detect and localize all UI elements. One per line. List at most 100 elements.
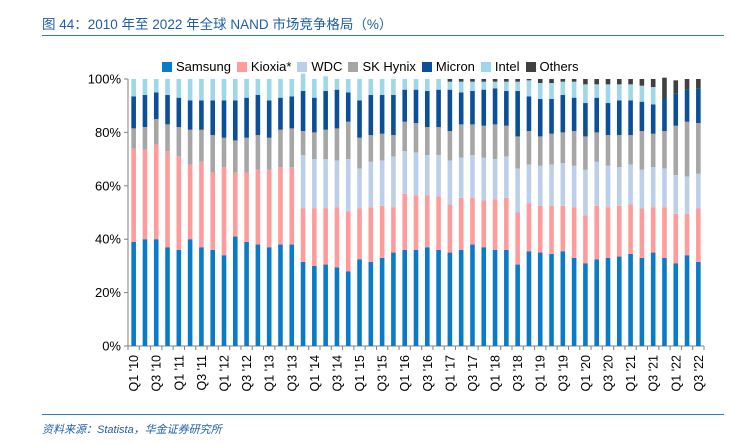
x-tick-label: Q1 '20 [579, 355, 593, 391]
bar-segment-samsung [255, 244, 261, 346]
bar-segment-sk-hynix [255, 135, 261, 170]
bar-segment-samsung [368, 261, 374, 346]
bar-segment-samsung [537, 252, 543, 346]
bar-segment-intel [153, 79, 159, 93]
bar-segment-sk-hynix [357, 137, 362, 169]
bar-segment-others [673, 80, 679, 94]
legend-item: Kioxia* [236, 59, 291, 74]
bar-segment-kioxia [605, 207, 611, 258]
bar-segment-others [696, 79, 701, 89]
bar-segment-micron [616, 100, 622, 136]
bar-segment-wdc [345, 159, 351, 212]
bar-segment-samsung [616, 256, 622, 346]
bar-segment-intel [458, 81, 464, 93]
bar-segment-kioxia [289, 167, 295, 245]
bar-segment-others [650, 79, 656, 88]
bar-segment-micron [199, 100, 204, 130]
bar-segment-sk-hynix [616, 135, 622, 168]
bar-segment-sk-hynix [232, 140, 238, 173]
bar-segment-micron [650, 104, 656, 134]
bar-segment-micron [357, 100, 362, 138]
bar-segment-micron [662, 99, 667, 132]
bar-segment-samsung [278, 244, 283, 346]
bar-segment-samsung [199, 247, 204, 346]
bar-segment-wdc [515, 168, 520, 213]
x-tick-label: Q1 '13 [263, 355, 277, 391]
bar-segment-samsung [436, 249, 441, 346]
bar-segment-samsung [312, 265, 317, 346]
bar-segment-sk-hynix [368, 135, 374, 162]
x-tick-label: Q3 '18 [511, 355, 525, 391]
bar-segment-kioxia [176, 156, 182, 250]
bar-segment-sk-hynix [696, 123, 701, 174]
x-tick-label: Q3 '21 [647, 355, 661, 391]
bar-segment-micron [176, 97, 182, 128]
bar-segment-wdc [662, 168, 667, 208]
x-tick-label: Q3 '15 [376, 355, 390, 391]
legend-item: Intel [480, 59, 520, 74]
bar-segment-samsung [266, 247, 272, 346]
bar-segment-samsung [402, 249, 408, 346]
y-tick-label: 60% [95, 178, 121, 193]
bar-segment-kioxia [368, 207, 374, 262]
bar-segment-samsung [424, 247, 430, 346]
x-tick-label: Q1 '17 [443, 355, 457, 391]
bar-segment-samsung [696, 261, 701, 346]
x-tick-label: Q3 '12 [240, 355, 254, 391]
bar-segment-kioxia [312, 208, 317, 266]
bar-segment-intel [447, 81, 453, 90]
bar-segment-others [526, 79, 532, 81]
bar-segment-sk-hynix [537, 136, 543, 166]
bar-segment-intel [323, 76, 328, 92]
bar-segment-kioxia [334, 207, 340, 268]
x-tick-label: Q3 '16 [421, 355, 435, 391]
bar-segment-kioxia [515, 212, 520, 265]
bar-segment-micron [537, 99, 543, 137]
bar-segment-micron [594, 97, 600, 133]
bar-segment-samsung [221, 255, 227, 346]
bar-segment-wdc [402, 151, 408, 194]
bar-segment-samsung [526, 251, 532, 346]
bar-segment-sk-hynix [639, 131, 645, 170]
bar-segment-kioxia [210, 172, 216, 250]
bar-segment-others [447, 79, 453, 82]
bar-segment-others [481, 79, 487, 82]
bar-segment-micron [696, 88, 701, 124]
bar-segment-kioxia [278, 167, 283, 245]
bar-segment-samsung [458, 249, 464, 346]
bar-segment-samsung [232, 236, 238, 346]
bar-segment-sk-hynix [492, 124, 498, 160]
bar-segment-kioxia [571, 207, 577, 258]
bar-segment-sk-hynix [323, 129, 328, 160]
bar-segment-samsung [504, 249, 509, 346]
bar-segment-kioxia [639, 208, 645, 258]
bar-segment-sk-hynix [571, 131, 577, 166]
bar-segment-samsung [571, 257, 577, 346]
legend-label: Samsung [176, 59, 231, 74]
bar-segment-intel [537, 83, 543, 100]
bar-segment-wdc [424, 155, 430, 196]
y-tick-label: 0% [102, 339, 121, 354]
x-tick-label: Q1 '19 [534, 355, 548, 391]
bar-segment-kioxia [583, 215, 588, 264]
legend-label: Micron [435, 59, 475, 74]
bar-segment-others [504, 79, 509, 82]
bar-segment-kioxia [244, 172, 249, 242]
bar-segment-kioxia [165, 151, 170, 248]
bar-segment-intel [650, 87, 656, 105]
bar-segment-wdc [639, 169, 645, 209]
legend-swatch [236, 61, 247, 72]
bar-segment-samsung [481, 247, 487, 346]
bar-segment-kioxia [232, 172, 238, 237]
bar-segment-sk-hynix [221, 137, 227, 168]
bar-segment-wdc [650, 167, 656, 208]
bar-segment-intel [583, 84, 588, 104]
bar-segment-kioxia [447, 204, 453, 253]
bar-segment-micron [684, 89, 690, 122]
bar-segment-intel [628, 84, 633, 101]
bar-segment-intel [221, 79, 227, 101]
bar-segment-micron [266, 100, 272, 138]
bar-segment-wdc [526, 164, 532, 204]
bar-segment-sk-hynix [278, 129, 283, 168]
